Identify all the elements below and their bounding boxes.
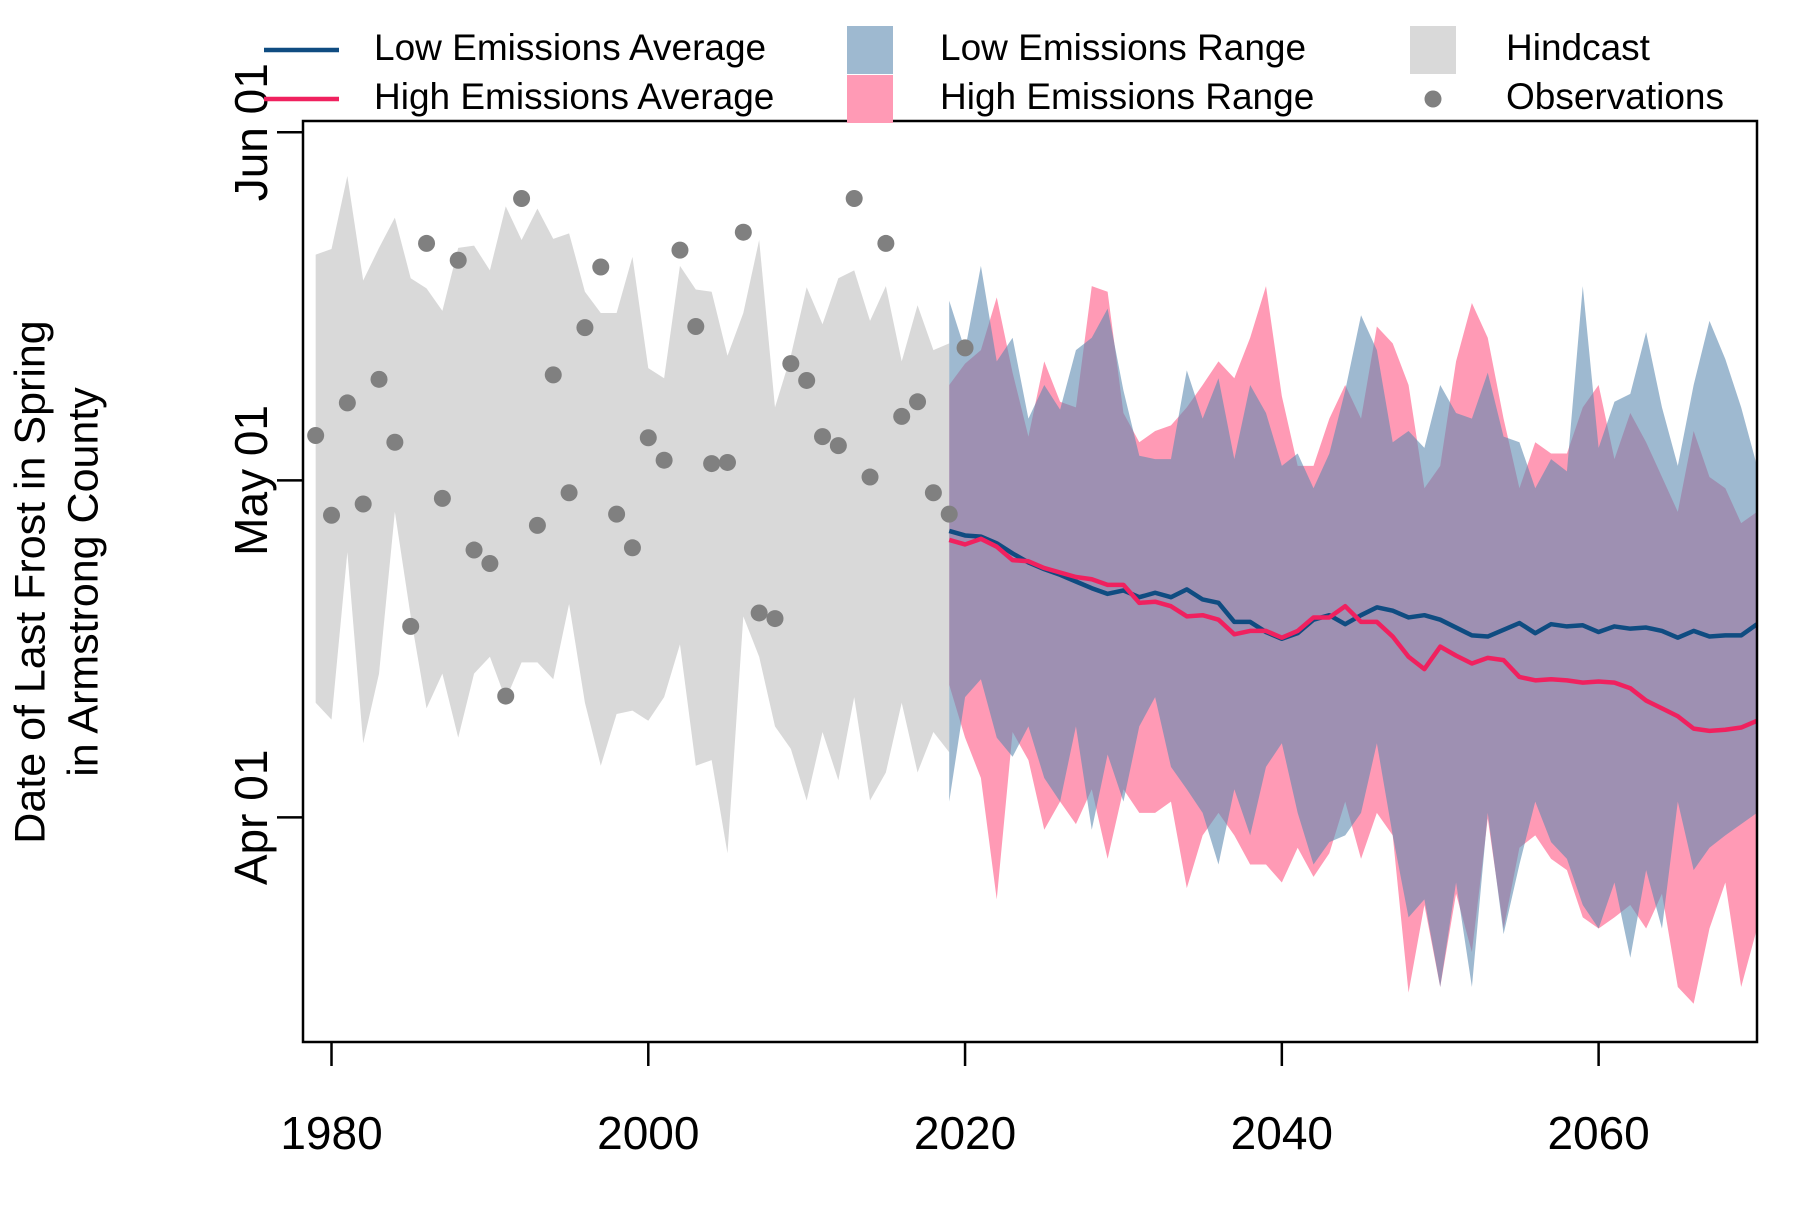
- observation-point: [402, 617, 420, 635]
- legend-swatch: [1410, 26, 1456, 74]
- observation-point: [338, 394, 356, 412]
- points: [307, 189, 974, 705]
- observation-point: [608, 505, 626, 523]
- observation-point: [798, 371, 816, 389]
- observation-point: [544, 366, 562, 384]
- observation-point: [734, 223, 752, 241]
- y-axis-label: Date of Last Frost in Spring: [6, 320, 54, 843]
- y-axis-label: in Armstrong County: [59, 387, 107, 777]
- observation-point: [845, 189, 863, 207]
- legend-swatch: [1424, 90, 1442, 108]
- bands: [315, 176, 1757, 1004]
- x-tick-label: 2000: [597, 1107, 699, 1159]
- legend-label: Hindcast: [1506, 27, 1651, 68]
- observation-point: [687, 318, 705, 336]
- observation-point: [386, 433, 404, 451]
- observation-point: [418, 234, 436, 252]
- legend-swatch: [847, 26, 893, 74]
- observation-point: [465, 541, 483, 559]
- observation-point: [909, 393, 927, 411]
- observation-point: [956, 339, 974, 357]
- observation-point: [481, 555, 499, 573]
- x-tick-label: 1980: [280, 1107, 382, 1159]
- observation-point: [782, 355, 800, 373]
- observation-point: [877, 234, 895, 252]
- observation-point: [766, 610, 784, 628]
- observation-point: [354, 495, 372, 513]
- observation-point: [449, 251, 467, 269]
- plot-frame: [301, 119, 1759, 1044]
- observation-point: [513, 189, 531, 207]
- lines: [948, 528, 1759, 734]
- observation-point: [655, 451, 673, 469]
- observation-point: [497, 687, 515, 705]
- observation-point: [671, 241, 689, 259]
- average-line: [948, 536, 1758, 734]
- observation-point: [307, 426, 325, 444]
- x-tick-label: 2040: [1231, 1107, 1333, 1159]
- x-tick-label: 2060: [1547, 1107, 1649, 1159]
- y-tick-label: Apr 01: [225, 750, 277, 886]
- observation-point: [940, 505, 958, 523]
- observation-point: [323, 506, 341, 524]
- observation-point: [829, 437, 847, 455]
- x-tick-label: 2020: [914, 1107, 1016, 1159]
- observation-point: [750, 604, 768, 622]
- observation-point: [703, 455, 721, 473]
- observation-point: [528, 516, 546, 534]
- y-tick-label: Jun 01: [225, 63, 277, 201]
- observation-point: [433, 489, 451, 507]
- legend-swatch: [847, 75, 893, 123]
- observation-point: [861, 468, 879, 486]
- observation-point: [893, 407, 911, 425]
- range-band: [949, 265, 1757, 987]
- legend-label: Low Emissions Range: [940, 27, 1306, 68]
- observation-point: [592, 258, 610, 276]
- observation-point: [560, 484, 578, 502]
- observation-point: [370, 370, 388, 388]
- average-line: [948, 528, 1759, 642]
- legend-label: Low Emissions Average: [374, 27, 766, 68]
- observation-point: [718, 453, 736, 471]
- legend-label: High Emissions Average: [374, 76, 774, 117]
- range-band: [315, 176, 950, 854]
- observation-point: [814, 428, 832, 446]
- observation-point: [623, 539, 641, 557]
- legend-label: Observations: [1506, 76, 1724, 117]
- y-tick-label: May 01: [225, 405, 277, 556]
- observation-point: [639, 429, 657, 447]
- observation-point: [576, 319, 594, 337]
- observation-point: [924, 484, 942, 502]
- legend-label: High Emissions Range: [940, 76, 1314, 117]
